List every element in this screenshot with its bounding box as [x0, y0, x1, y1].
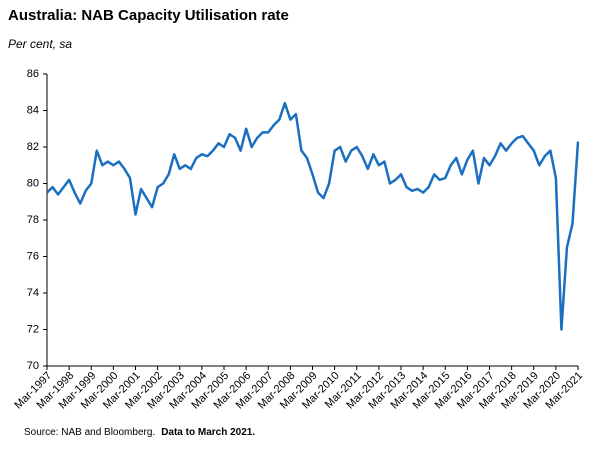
source-text: Source: NAB and Bloomberg. — [24, 427, 155, 438]
y-tick-label: 76 — [27, 250, 39, 262]
chart-subtitle: Per cent, sa — [8, 37, 72, 51]
y-tick-label: 70 — [27, 360, 39, 372]
y-tick-label: 82 — [27, 141, 39, 153]
y-tick-label: 72 — [27, 323, 39, 335]
source: Source: NAB and Bloomberg. Data to March … — [24, 427, 255, 438]
y-tick-label: 74 — [27, 287, 39, 299]
chart-title: Australia: NAB Capacity Utilisation rate — [8, 7, 289, 24]
source-note: Data to March 2021. — [161, 427, 255, 438]
y-tick-label: 86 — [27, 68, 39, 80]
y-tick-label: 80 — [27, 177, 39, 189]
y-tick-label: 78 — [27, 214, 39, 226]
line-series — [46, 101, 580, 331]
y-tick-label: 84 — [27, 104, 39, 116]
